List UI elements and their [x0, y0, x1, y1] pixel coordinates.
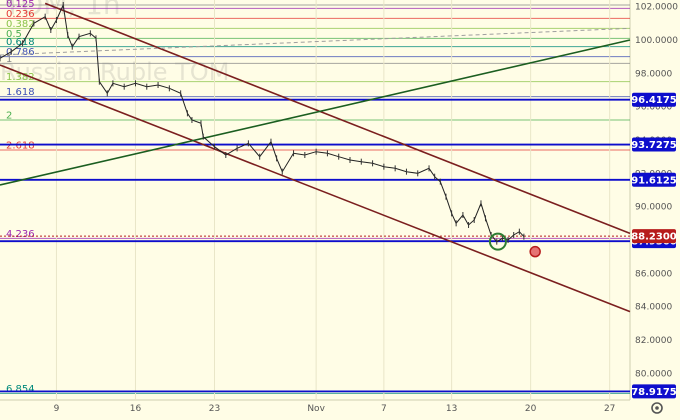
marker-dot	[529, 245, 541, 258]
x-tick-label: 7	[381, 404, 387, 414]
x-tick-label: 20	[525, 404, 537, 414]
trend-lines	[0, 2, 631, 313]
y-tick-label: 96.0000	[635, 103, 672, 113]
price-tag-label: 88.2300	[631, 232, 677, 243]
y-tick-label: 100.0000	[635, 36, 678, 46]
price-tag-box	[632, 172, 676, 187]
fib-label: 1.618	[6, 87, 35, 98]
x-tick-label: 27	[604, 404, 615, 414]
y-tick-label: 80.0000	[635, 369, 672, 379]
y-tick-label: 102.0000	[635, 3, 678, 13]
trend-line	[0, 64, 631, 313]
fib-label: 0.125	[6, 0, 35, 10]
y-tick-label: 84.0000	[635, 303, 672, 313]
price-series	[0, 2, 525, 245]
fib-label: 6.854	[6, 384, 35, 395]
price-tag-label: 91.6125	[631, 175, 677, 186]
marker-ring	[488, 232, 507, 251]
x-axis-ticks: 9 16 23 Nov 7 13 20 27	[54, 404, 616, 414]
fib-label: 0.5	[6, 29, 22, 40]
y-axis-area	[630, 0, 680, 420]
price-tag-box	[632, 92, 676, 107]
x-tick-label: 23	[209, 404, 220, 414]
fib-label: 4.236	[6, 229, 35, 240]
x-tick-label: Nov	[307, 404, 325, 414]
y-tick-label: 90.0000	[635, 203, 672, 213]
fib-label: 0	[6, 0, 12, 7]
trend-line	[0, 39, 631, 186]
settings-gear-icon[interactable]	[651, 402, 663, 414]
y-tick-label: 98.0000	[635, 69, 672, 79]
price-tags: 96.417593.727591.612587.930078.917588.23…	[631, 92, 677, 399]
fib-label: 0.786	[6, 47, 35, 58]
fib-label: 1.382	[6, 72, 35, 83]
fib-label: 2	[6, 111, 12, 122]
price-line	[0, 3, 525, 243]
price-tag-label: 93.7275	[631, 140, 677, 151]
price-tag-label: 78.9175	[631, 387, 677, 398]
price-tag-box	[632, 384, 676, 399]
gridlines	[55, 0, 611, 400]
price-tag-label: 96.4175	[631, 95, 677, 106]
price-tag-box	[632, 229, 676, 244]
fib-label: 0.382	[6, 19, 35, 30]
price-tag-box	[632, 137, 676, 152]
x-tick-label: 13	[446, 404, 457, 414]
fib-label: 2.618	[6, 141, 35, 152]
trend-line	[0, 27, 631, 56]
y-tick-label: 82.0000	[635, 336, 672, 346]
trend-line	[44, 2, 631, 235]
plot-area	[0, 0, 630, 400]
y-tick-label: 86.0000	[635, 269, 672, 279]
fib-label: 1	[6, 54, 12, 65]
fib-label: 0.236	[6, 9, 35, 20]
fib-label: 0.618	[6, 37, 35, 48]
price-levels	[0, 98, 630, 393]
x-tick-label: 16	[130, 404, 142, 414]
markers	[488, 232, 541, 258]
x-tick-label: 9	[54, 404, 60, 414]
